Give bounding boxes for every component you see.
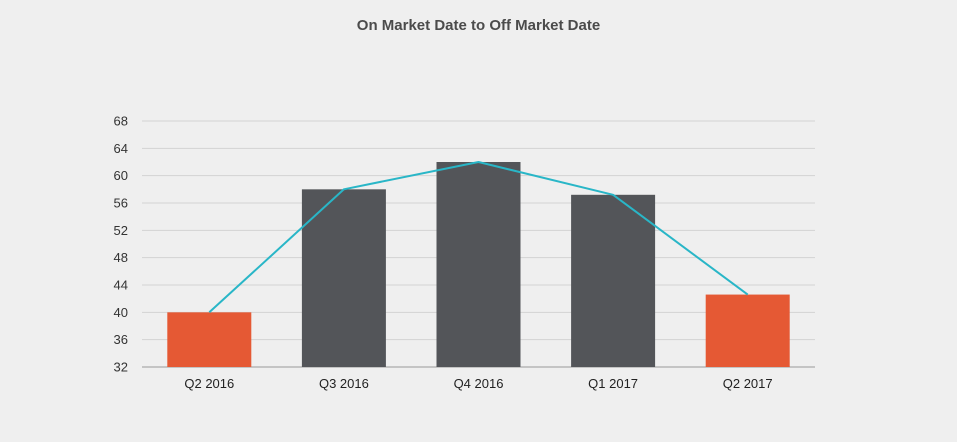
y-tick-label: 68	[114, 114, 128, 129]
y-tick-label: 36	[114, 332, 128, 347]
x-tick-label: Q2 2017	[723, 376, 773, 391]
x-tick-label: Q1 2017	[588, 376, 638, 391]
chart-title: On Market Date to Off Market Date	[356, 17, 601, 34]
y-tick-label: 32	[114, 360, 128, 375]
bar	[571, 194, 656, 367]
y-tick-label: 52	[114, 223, 128, 238]
y-axis-ticks: 32 36 40 44 48 52 56 60 64 68	[114, 114, 128, 375]
bar-series	[167, 162, 790, 367]
y-tick-label: 64	[114, 141, 128, 156]
y-tick-label: 56	[114, 196, 128, 211]
y-tick-label: 40	[114, 305, 128, 320]
bar	[436, 162, 521, 367]
y-tick-label: 60	[114, 168, 128, 183]
x-axis-ticks: Q2 2016 Q3 2016 Q4 2016 Q1 2017 Q2 2017	[184, 376, 772, 391]
x-tick-label: Q2 2016	[184, 376, 234, 391]
bar	[167, 312, 252, 367]
x-tick-label: Q4 2016	[454, 376, 504, 391]
line-series	[208, 161, 749, 314]
y-tick-label: 44	[114, 278, 128, 293]
y-tick-label: 48	[114, 250, 128, 265]
bar	[301, 189, 386, 367]
x-tick-label: Q3 2016	[319, 376, 369, 391]
bar	[705, 294, 790, 367]
